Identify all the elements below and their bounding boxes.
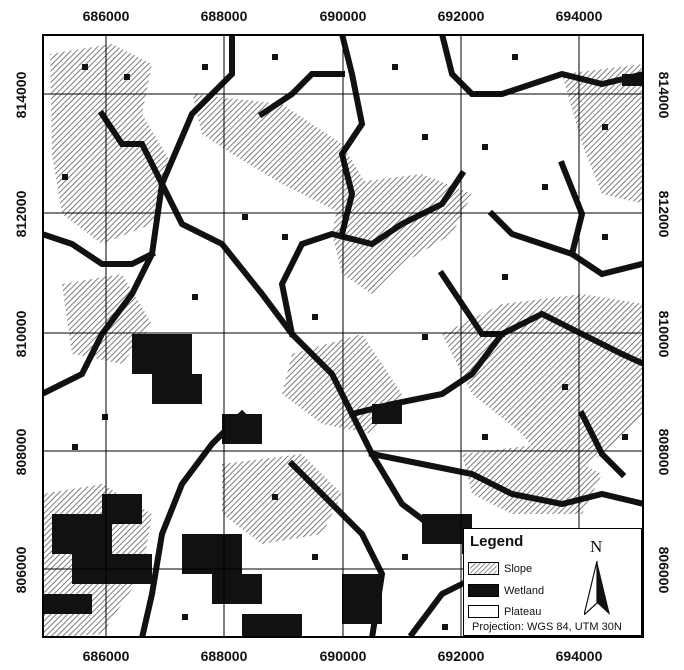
y-tick-left-808000: 808000 (13, 412, 29, 492)
x-tick-top-688000: 688000 (184, 8, 264, 24)
wetland-block-s-2 (212, 574, 262, 604)
projection-note: Projection: WGS 84, UTM 30N (472, 621, 622, 633)
wetland-pixel (82, 64, 88, 70)
wetland-block-sw-4 (42, 594, 92, 614)
wetland-pixel (562, 384, 568, 390)
wetland-pixel (442, 624, 448, 630)
wetland-pixel (124, 74, 130, 80)
wetland-block-w-2 (152, 374, 202, 404)
wetland-pixel (502, 274, 508, 280)
wetland-pixel (602, 234, 608, 240)
wetland-pixel (482, 144, 488, 150)
wetland-pixel (482, 434, 488, 440)
wetland-pixel (402, 554, 408, 560)
wetland-pixel (72, 444, 78, 450)
x-tick-bottom-690000: 690000 (303, 648, 383, 664)
wetland-block-ne-1 (622, 74, 644, 86)
wetland-pixel (62, 174, 68, 180)
wetland-pixel (602, 124, 608, 130)
wetland-block-s-3 (342, 574, 382, 624)
wetland-pixel (202, 64, 208, 70)
y-tick-left-806000: 806000 (13, 530, 29, 610)
y-tick-right-814000: 814000 (656, 55, 672, 135)
hatch-swatch-icon (468, 562, 499, 575)
wetland-pixel (272, 494, 278, 500)
legend-label-plateau: Plateau (504, 606, 541, 618)
wetland-block-sw-3 (102, 494, 142, 524)
north-arrow-icon (584, 561, 610, 615)
y-tick-left-812000: 812000 (13, 174, 29, 254)
x-tick-top-686000: 686000 (66, 8, 146, 24)
x-tick-bottom-694000: 694000 (539, 648, 619, 664)
wetland-block-s-1 (182, 534, 242, 574)
x-tick-bottom-692000: 692000 (421, 648, 501, 664)
y-tick-left-814000: 814000 (13, 55, 29, 135)
y-tick-right-812000: 812000 (656, 174, 672, 254)
legend-label-wetland: Wetland (504, 585, 544, 597)
y-tick-right-806000: 806000 (656, 530, 672, 610)
wetland-block-w-1 (132, 334, 192, 374)
legend-title: Legend (470, 533, 523, 550)
wetland-pixel (312, 314, 318, 320)
wetland-block-c-1 (222, 414, 262, 444)
x-tick-bottom-686000: 686000 (66, 648, 146, 664)
solid-black-swatch-icon (468, 584, 499, 597)
wetland-pixel (422, 134, 428, 140)
y-tick-left-810000: 810000 (13, 294, 29, 374)
x-tick-top-690000: 690000 (303, 8, 383, 24)
white-swatch-icon (468, 605, 499, 618)
wetland-pixel (542, 184, 548, 190)
wetland-block-c-2 (372, 404, 402, 424)
wetland-pixel (422, 334, 428, 340)
wetland-pixel (512, 54, 518, 60)
wetland-pixel (272, 54, 278, 60)
wetland-pixel (282, 234, 288, 240)
x-tick-top-694000: 694000 (539, 8, 619, 24)
x-tick-bottom-688000: 688000 (184, 648, 264, 664)
map-legend: Legend Slope Wetland Plateau N Projectio… (463, 528, 642, 636)
wetland-pixel (392, 64, 398, 70)
x-tick-top-692000: 692000 (421, 8, 501, 24)
y-tick-right-808000: 808000 (656, 412, 672, 492)
wetland-pixel (182, 614, 188, 620)
legend-label-slope: Slope (504, 563, 532, 575)
wetland-block-s-4 (242, 614, 302, 638)
wetland-pixel (312, 554, 318, 560)
wetland-pixel (622, 434, 628, 440)
wetland-pixel (102, 414, 108, 420)
wetland-pixel (192, 294, 198, 300)
wetland-pixel (242, 214, 248, 220)
north-label: N (590, 537, 602, 557)
y-tick-right-810000: 810000 (656, 294, 672, 374)
